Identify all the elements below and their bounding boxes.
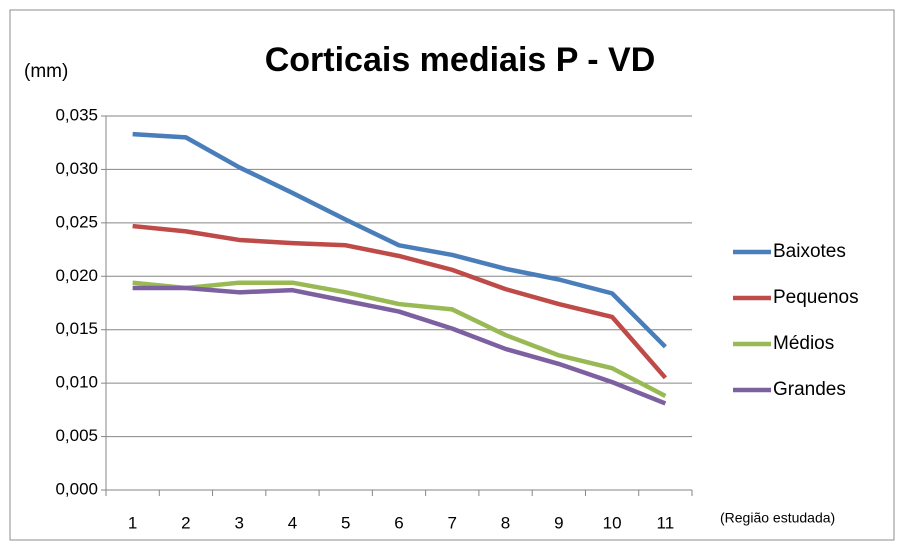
legend-label: Médios (773, 333, 834, 354)
y-tick-label: 0,010 (55, 373, 98, 392)
legend-label: Grandes (773, 379, 846, 400)
x-tick-label: 2 (181, 513, 190, 532)
y-tick-label: 0,000 (55, 479, 98, 498)
series-line (132, 280, 667, 398)
x-tick-label: 4 (288, 513, 297, 532)
legend-label: Pequenos (773, 287, 859, 308)
x-tick-label: 9 (554, 513, 563, 532)
x-tick-label: 1 (128, 513, 137, 532)
chart-frame (9, 9, 895, 541)
y-tick-label: 0,030 (55, 159, 98, 178)
x-tick-label: 3 (234, 513, 243, 532)
y-tick-label: 0,035 (55, 105, 98, 124)
x-tick-label: 5 (341, 513, 350, 532)
y-axis-label: (mm) (24, 61, 68, 82)
legend-label: Baixotes (773, 241, 846, 262)
x-tick-label: 6 (394, 513, 403, 532)
y-tick-label: 0,020 (55, 266, 98, 285)
series-line (132, 131, 667, 349)
series-line (132, 223, 668, 380)
x-axis-label: (Região estudada) (720, 510, 835, 526)
x-tick-label: 8 (501, 513, 510, 532)
y-tick-label: 0,025 (55, 212, 98, 231)
x-tick-label: 7 (448, 513, 457, 532)
series-line (132, 285, 667, 406)
x-tick-label: 11 (657, 513, 675, 532)
chart-title: Corticais mediais P - VD (265, 41, 656, 79)
y-tick-label: 0,015 (55, 319, 98, 338)
y-tick-label: 0,005 (55, 426, 98, 445)
x-tick-label: 10 (603, 513, 622, 532)
